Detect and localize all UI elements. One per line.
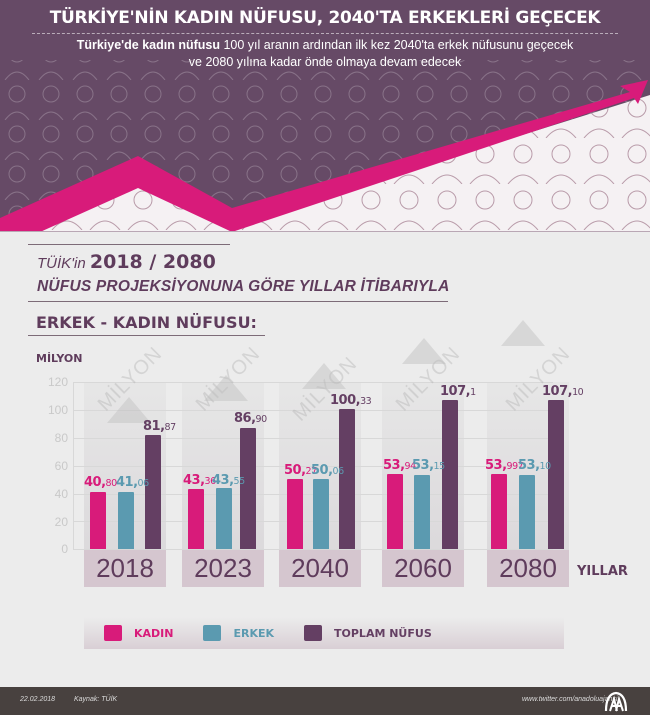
legend-label-toplam: TOPLAM NÜFUS <box>334 626 432 640</box>
bar-erkek-2080[interactable] <box>519 475 535 549</box>
legend-item-toplam[interactable]: TOPLAM NÜFUS <box>304 625 432 641</box>
value-kadin-2080: 53,997 <box>485 458 524 473</box>
subtitle-bold: Türkiye'de kadın nüfusu <box>76 38 220 52</box>
bar-erkek-2023[interactable] <box>216 488 232 549</box>
value-toplam-2080: 107,10 <box>542 384 584 399</box>
value-toplam-2060: 107,1 <box>440 384 476 399</box>
year-label: 2060 <box>382 550 464 587</box>
legend-swatch-kadin <box>104 625 122 641</box>
bar-kadin-2060[interactable] <box>387 474 403 549</box>
bar-kadin-2080[interactable] <box>491 474 507 549</box>
footer-bar: 22.02.2018 Kaynak: TÜİK www.twitter.com/… <box>0 687 650 715</box>
bar-toplam-2018[interactable] <box>145 435 161 549</box>
publish-date: 22.02.2018 <box>20 696 56 703</box>
page-title: TÜRKİYE'NİN KADIN NÜFUSU, 2040'TA ERKEKL… <box>49 8 601 28</box>
title-divider <box>32 33 618 34</box>
bar-kadin-2023[interactable] <box>188 489 204 549</box>
bar-kadin-2018[interactable] <box>90 492 106 549</box>
triangle-decoration <box>204 375 248 401</box>
legend-label-erkek: ERKEK <box>233 626 275 640</box>
value-kadin-2060: 53,94 <box>383 458 416 473</box>
year-label: 2040 <box>279 550 361 587</box>
legend-item-kadin[interactable]: KADIN <box>104 625 173 641</box>
bar-erkek-2040[interactable] <box>313 479 329 549</box>
bar-kadin-2040[interactable] <box>287 479 303 549</box>
bar-toplam-2023[interactable] <box>240 428 256 549</box>
gridline <box>73 438 553 439</box>
y-tick: 60 <box>54 459 68 473</box>
value-kadin-2023: 43,36 <box>183 473 216 488</box>
bar-erkek-2018[interactable] <box>118 492 134 549</box>
value-erkek-2040: 50,06 <box>311 463 344 478</box>
value-erkek-2018: 41,06 <box>116 475 149 490</box>
y-tick: 40 <box>54 487 68 501</box>
y-tick: 20 <box>54 515 68 529</box>
source-prefix: TÜİK'in <box>37 255 90 272</box>
value-erkek-2023: 43,55 <box>212 473 245 488</box>
x-axis-title: YILLAR <box>577 564 628 579</box>
value-erkek-2080: 53,10 <box>518 458 551 473</box>
year-label: 2023 <box>182 550 264 587</box>
chart-legend: KADIN ERKEK TOPLAM NÜFUS <box>84 617 564 649</box>
bar-toplam-2060[interactable] <box>442 400 458 549</box>
y-tick: 120 <box>47 375 68 389</box>
y-tick: 0 <box>61 542 68 556</box>
gridline <box>73 382 553 383</box>
legend-label-kadin: KADIN <box>134 626 174 640</box>
triangle-decoration <box>501 320 545 346</box>
value-toplam-2040: 100,33 <box>330 393 372 408</box>
subtitle-text: 100 yıl aranın ardından ilk kez 2040'ta … <box>219 38 574 52</box>
value-erkek-2060: 53,15 <box>412 458 445 473</box>
legend-item-erkek[interactable]: ERKEK <box>203 625 274 641</box>
y-tick: 80 <box>54 431 68 445</box>
year-label: 2018 <box>84 550 166 587</box>
legend-swatch-erkek <box>203 625 222 641</box>
projection-heading: NÜFUS PROJEKSİYONUNA GÖRE YILLAR İTİBARI… <box>37 278 450 295</box>
year-label: 2080 <box>487 550 569 587</box>
value-toplam-2018: 81,87 <box>143 419 176 434</box>
anadolu-agency-logo-icon <box>604 691 628 712</box>
twitter-link[interactable]: www.twitter.com/anadoluajansi <box>522 696 618 703</box>
value-kadin-2018: 40,80 <box>84 475 117 490</box>
bar-erkek-2060[interactable] <box>414 475 430 549</box>
triangle-decoration <box>302 363 346 389</box>
population-bar-chart: 120 100 80 60 40 20 0 2018 2023 2040 206… <box>47 320 584 587</box>
y-tick: 100 <box>47 403 68 417</box>
bar-toplam-2040[interactable] <box>339 409 355 549</box>
page-subtitle: Türkiye'de kadın nüfusu 100 yıl aranın a… <box>0 37 650 71</box>
triangle-decoration <box>107 397 151 423</box>
subtitle-line2: ve 2080 yılına kadar önde olmaya devam e… <box>188 55 462 69</box>
heading-rule-bottom <box>28 335 265 336</box>
value-toplam-2023: 86,90 <box>234 411 267 426</box>
heading-rule-top <box>28 244 230 245</box>
y-axis-unit: MİLYON <box>36 352 83 365</box>
legend-swatch-toplam <box>304 625 323 641</box>
source-heading: TÜİK'in 2018 / 2080 <box>37 251 216 273</box>
gridline <box>73 466 553 467</box>
chart-heading: ERKEK - KADIN NÜFUSU: <box>36 313 257 332</box>
bar-toplam-2080[interactable] <box>548 400 564 549</box>
triangle-decoration <box>402 338 446 364</box>
header-banner: TÜRKİYE'NİN KADIN NÜFUSU, 2040'TA ERKEKL… <box>0 0 650 232</box>
source-years: 2018 / 2080 <box>89 251 216 273</box>
gridline <box>73 549 553 550</box>
crowd-illustration <box>0 0 650 232</box>
gridline <box>73 410 553 411</box>
data-source: Kaynak: TÜİK <box>74 696 118 703</box>
value-kadin-2040: 50,27 <box>284 463 317 478</box>
heading-rule-mid <box>28 301 448 302</box>
